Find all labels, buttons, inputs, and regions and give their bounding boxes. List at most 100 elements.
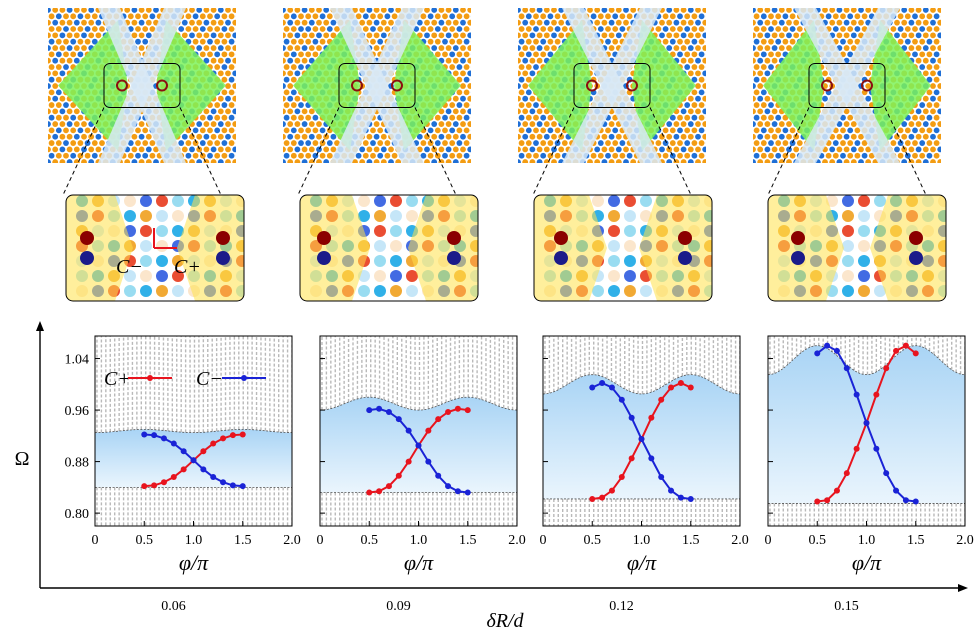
zoom-frame <box>65 194 245 302</box>
data-point <box>385 483 392 490</box>
zoom-frame <box>533 194 713 302</box>
data-point <box>454 488 461 495</box>
gap-edge-upper <box>768 345 965 376</box>
data-point <box>376 405 383 412</box>
data-point <box>824 342 831 349</box>
data-point <box>220 479 227 486</box>
field-lobe <box>678 251 692 265</box>
field-lobe <box>80 251 94 265</box>
lattice-dots <box>518 8 706 163</box>
data-point <box>589 495 596 502</box>
zoom-region-box <box>808 63 886 108</box>
x-tick-label: 1.5 <box>459 533 477 548</box>
zoom-connector <box>884 107 927 196</box>
data-point <box>883 365 890 372</box>
panel-x-label: φ/π <box>404 550 434 575</box>
zoom-frame <box>767 194 947 302</box>
data-point <box>863 419 870 426</box>
zoom-inset <box>299 194 479 302</box>
inset-label-c-plus: C+ <box>174 256 201 278</box>
data-point <box>180 448 187 455</box>
data-point <box>608 384 615 391</box>
data-point <box>687 384 694 391</box>
domain-wall-band <box>794 8 900 163</box>
data-point <box>220 435 227 442</box>
data-point <box>200 466 207 473</box>
x-tick-label: 1.5 <box>234 533 252 548</box>
lattice-panel <box>518 8 706 196</box>
domain-wall-band <box>562 8 662 163</box>
legend-marker-c-plus <box>147 375 153 381</box>
data-point <box>170 440 177 447</box>
x-tick-label: 0 <box>765 533 772 548</box>
data-point <box>843 470 850 477</box>
data-point <box>170 474 177 481</box>
data-point <box>912 498 919 505</box>
x-tick-label: 1.0 <box>410 533 428 548</box>
field-lobe <box>317 231 331 245</box>
zoom-connector <box>767 107 810 196</box>
domain-wall-band <box>98 8 186 163</box>
overall-x-arrow <box>958 584 968 592</box>
mode-right <box>626 79 638 92</box>
x-tick-label: 1.5 <box>907 533 925 548</box>
zoom-connector <box>532 107 575 196</box>
data-point <box>589 384 596 391</box>
data-point <box>628 414 635 421</box>
gap-edge-upper <box>95 428 292 434</box>
mode-right <box>156 79 168 92</box>
x-tick-label: 2.0 <box>956 533 974 548</box>
field-left <box>300 195 370 301</box>
data-point <box>160 435 167 442</box>
data-point <box>883 470 890 477</box>
data-point <box>677 494 684 501</box>
data-point <box>668 384 675 391</box>
band-panel: 0 0.5 1.0 1.5 2.0 φ/π 0.15 <box>765 335 974 614</box>
gap-edge-upper <box>320 396 517 411</box>
field-right <box>408 195 478 301</box>
data-point <box>873 391 880 398</box>
x-tick-label: 1.0 <box>633 533 651 548</box>
zoom-inset <box>767 194 947 302</box>
legend: C+ C− <box>104 368 266 390</box>
data-point <box>229 482 236 489</box>
data-point <box>814 350 821 357</box>
field-lobe <box>909 251 923 265</box>
data-point <box>638 436 645 443</box>
field-lobe <box>447 231 461 245</box>
zoom-connector <box>179 107 222 196</box>
field-lobe <box>554 231 568 245</box>
lattice-dots <box>753 8 941 163</box>
band-plots: 0 0.5 1.0 1.5 2.0 0.80 0.88 0.96 1.04 φ/π 0.06 0 0.5… <box>65 335 974 614</box>
zoom-inset <box>533 194 713 302</box>
y-tick-label: 0.80 <box>65 507 90 522</box>
mode-left <box>116 79 128 92</box>
data-point <box>366 407 373 414</box>
data-point <box>902 497 909 504</box>
x-tick-label: 0.5 <box>809 533 827 548</box>
data-point <box>668 487 675 494</box>
data-point <box>658 396 665 403</box>
field-lobe <box>678 231 692 245</box>
data-point <box>843 365 850 372</box>
zoom-inset: C− C+ <box>65 194 245 302</box>
data-point <box>425 458 432 465</box>
data-point <box>599 494 606 501</box>
dR-value-label: 0.09 <box>386 599 411 614</box>
data-point <box>608 487 615 494</box>
data-point <box>648 455 655 462</box>
x-tick-label: 1.0 <box>858 533 876 548</box>
data-point <box>912 350 919 357</box>
zoom-connector <box>649 107 692 196</box>
data-point <box>229 432 236 439</box>
domain-left <box>293 20 360 151</box>
x-tick-label: 2.0 <box>731 533 749 548</box>
field-left <box>768 195 844 301</box>
zoom-connector <box>414 107 457 196</box>
band-panel: 0 0.5 1.0 1.5 2.0 φ/π 0.12 <box>540 335 749 614</box>
panel-x-label: φ/π <box>627 550 657 575</box>
lattice-panel <box>48 8 236 196</box>
field-lobe <box>791 251 805 265</box>
data-point <box>824 497 831 504</box>
data-point <box>628 455 635 462</box>
